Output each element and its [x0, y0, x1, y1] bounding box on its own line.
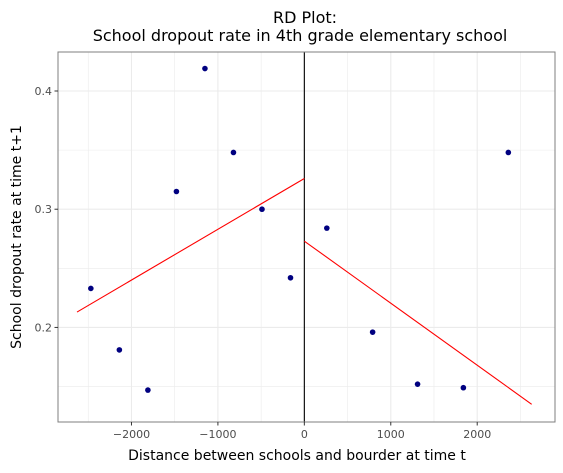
- plot-area: [57, 51, 556, 423]
- fit-line-left: [76, 178, 305, 313]
- data-point: [259, 206, 265, 213]
- data-point: [324, 225, 330, 231]
- y-tick-label: 0.2: [35, 321, 53, 334]
- data-point: [230, 149, 237, 156]
- data-point: [145, 387, 151, 393]
- chart-title-line1: RD Plot:: [273, 8, 337, 27]
- x-tick-label: −1000: [199, 428, 236, 441]
- fit-lines: [76, 178, 532, 405]
- y-axis-ticks: 0.2 0.3 0.4: [35, 85, 58, 334]
- grid-minor: [58, 52, 555, 422]
- x-axis-ticks: −2000 −1000 0 1000 2000: [113, 422, 491, 441]
- data-point: [173, 188, 180, 195]
- data-point: [287, 274, 294, 281]
- x-tick-label: 0: [301, 428, 308, 441]
- data-points: [88, 65, 512, 393]
- x-tick-label: −2000: [113, 428, 150, 441]
- plot-panel-border: [57, 51, 556, 423]
- data-point: [505, 149, 512, 156]
- data-point: [369, 329, 376, 335]
- plot-panel: [58, 52, 555, 422]
- y-tick-label: 0.4: [35, 85, 53, 98]
- y-axis-label: School dropout rate at time t+1: [9, 125, 25, 349]
- data-point: [202, 65, 208, 72]
- x-tick-label: 1000: [377, 428, 405, 441]
- data-point: [460, 384, 467, 391]
- data-point: [116, 347, 123, 353]
- x-axis-label: Distance between schools and bourder at …: [128, 448, 466, 464]
- data-point: [88, 285, 94, 292]
- data-point: [414, 381, 421, 387]
- chart-title-line2: School dropout rate in 4th grade element…: [93, 26, 508, 45]
- fit-line-right: [304, 240, 532, 405]
- y-tick-label: 0.3: [35, 203, 53, 216]
- x-tick-label: 2000: [463, 428, 491, 441]
